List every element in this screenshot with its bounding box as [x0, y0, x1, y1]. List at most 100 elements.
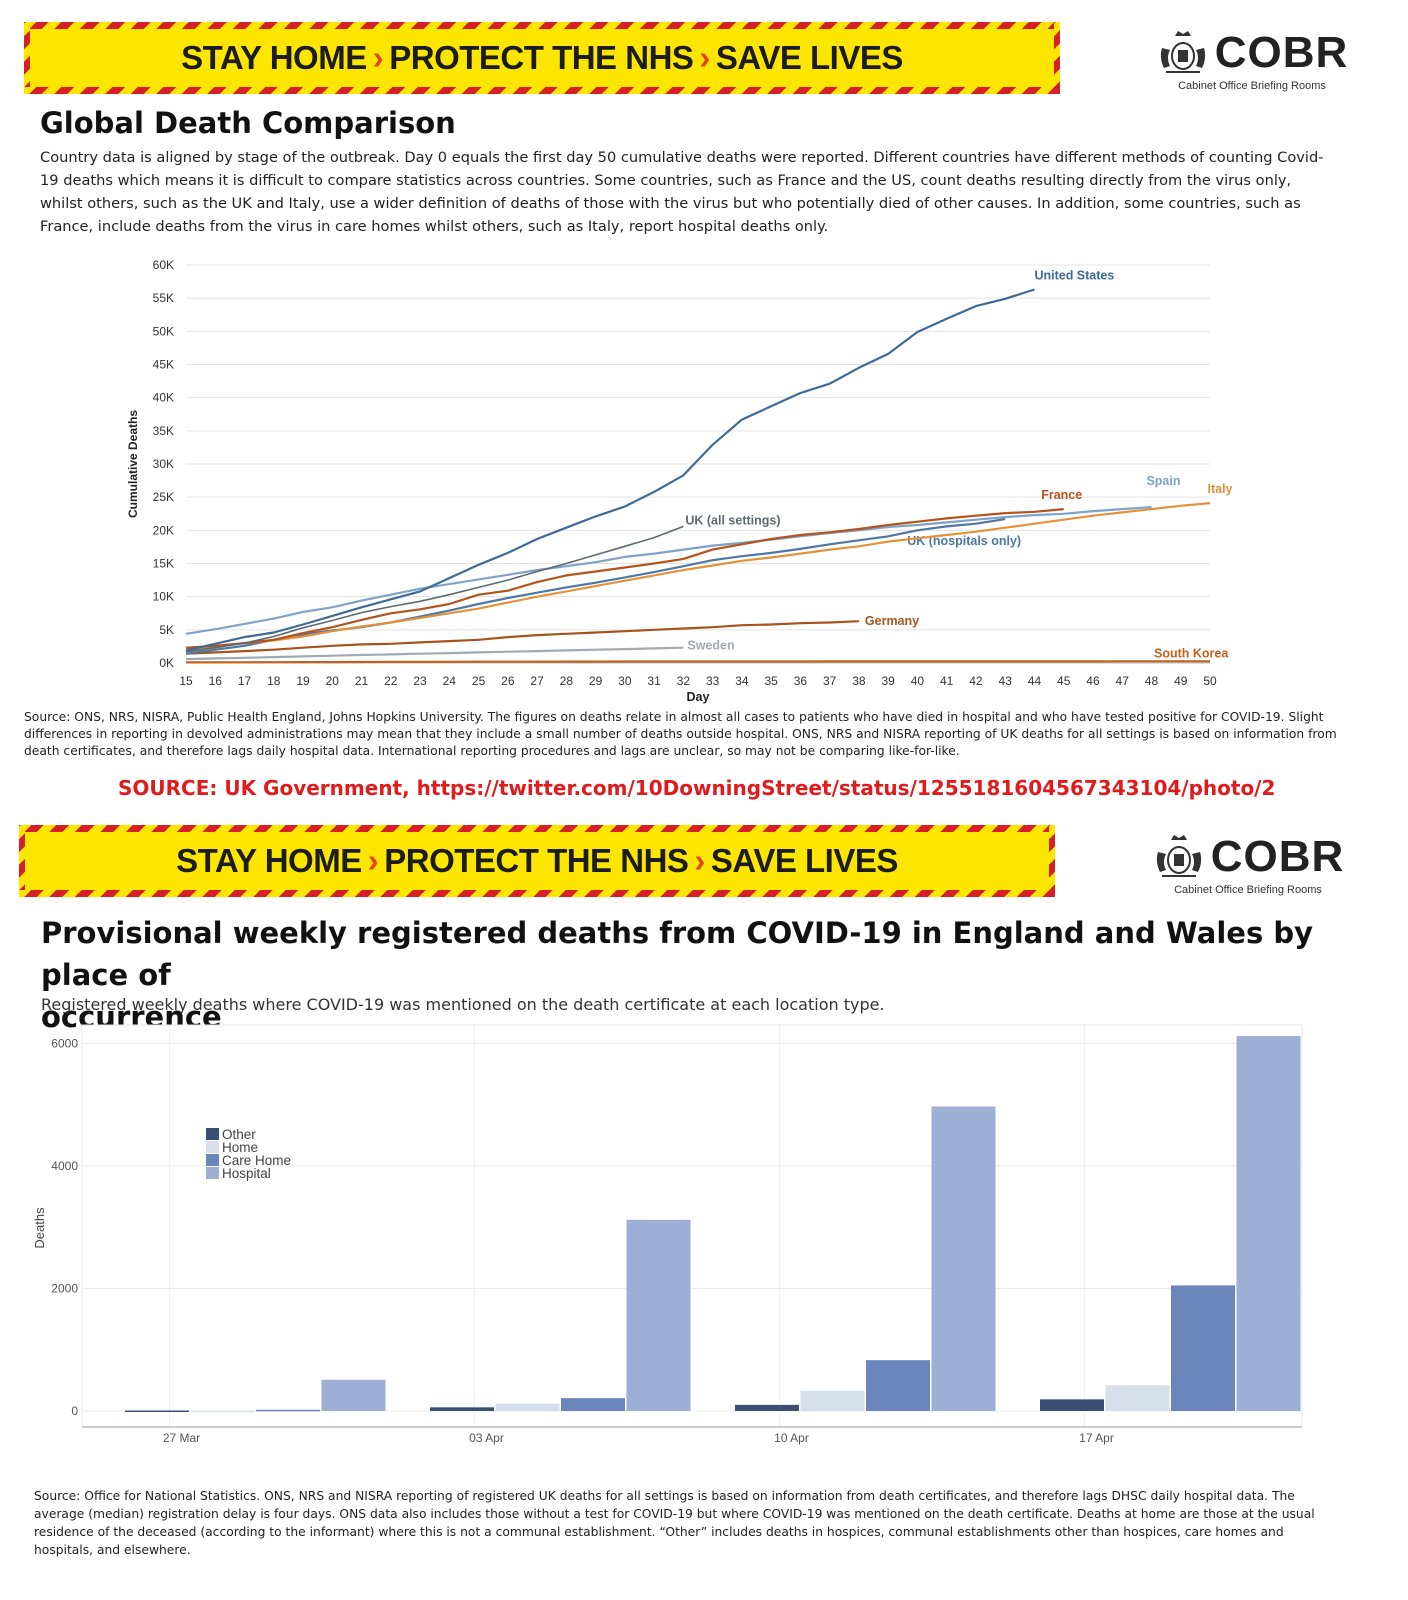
series-label: Germany: [865, 614, 919, 628]
x-tick-label: 29: [589, 674, 603, 688]
y-tick-label: 0K: [159, 656, 174, 670]
bar-care-home: [256, 1409, 320, 1412]
y-tick-label: 40K: [153, 391, 174, 405]
banner-bottom: STAY HOME › PROTECT THE NHS › SAVE LIVES: [19, 825, 1055, 897]
section1-description: Country data is aligned by stage of the …: [40, 149, 1324, 235]
slogan-save-lives: SAVE LIVES: [710, 842, 898, 879]
series-line-italy: [185, 502, 1211, 651]
series-line-france: [185, 508, 1064, 649]
x-tick-label: 50: [1203, 674, 1217, 688]
section2-source-note: Source: Office for National Statistics. …: [34, 1489, 1315, 1557]
red-source-link[interactable]: SOURCE: UK Government, https://twitter.c…: [118, 776, 1276, 800]
x-tick-label: 42: [969, 674, 983, 688]
x-tick-label: 35: [764, 674, 778, 688]
x-tick-label: 28: [560, 674, 574, 688]
cobr-subtitle: Cabinet Office Briefing Rooms: [1178, 80, 1326, 92]
x-tick-label: 36: [794, 674, 808, 688]
x-tick-label: 24: [443, 674, 457, 688]
bar-other: [430, 1407, 494, 1411]
x-tick-label: 26: [501, 674, 515, 688]
series-line-sweden: [185, 646, 684, 661]
y-tick-label: 10K: [153, 590, 174, 604]
series-label: UK (hospitals only): [907, 534, 1021, 548]
x-tick-label: 18: [267, 674, 281, 688]
cobr-logo: COBR Cabinet Office Briefing Rooms: [1148, 832, 1348, 896]
y-axis-title: Cumulative Deaths: [126, 410, 140, 518]
series-label: Spain: [1146, 474, 1180, 488]
series-label: United States: [1034, 269, 1114, 283]
y-tick-label: 5K: [159, 623, 174, 637]
royal-crest-icon: [1156, 835, 1201, 877]
legend-swatch: [206, 1141, 219, 1153]
series-label: Sweden: [687, 639, 734, 653]
bar-other: [125, 1410, 189, 1413]
section1-source-note: Source: ONS, NRS, NISRA, Public Health E…: [24, 710, 1337, 758]
legend-label: Care Home: [222, 1153, 291, 1168]
section2-title-line1: Provisional weekly registered deaths fro…: [41, 916, 1313, 992]
x-tick-label: 34: [735, 674, 749, 688]
bar-hospital: [626, 1219, 691, 1411]
y-tick-label: 2000: [51, 1281, 78, 1295]
bar-other: [735, 1404, 799, 1411]
slogan-protect-nhs: PROTECT THE NHS: [384, 842, 689, 879]
bar-care-home: [866, 1360, 930, 1411]
series-label: UK (all settings): [685, 513, 780, 527]
y-tick-label: 45K: [153, 358, 174, 372]
x-tick-label: 30: [618, 674, 632, 688]
x-tick-label: 22: [384, 674, 398, 688]
chevron-right-icon: ›: [699, 39, 710, 76]
series-label: South Korea: [1154, 646, 1229, 660]
bar-care-home: [1171, 1285, 1235, 1411]
x-tick-label: 45: [1057, 674, 1071, 688]
x-tick-label: 32: [677, 674, 691, 688]
x-tick-label: 21: [355, 674, 369, 688]
series-line-uk-hospitals-only-: [185, 518, 1006, 655]
x-tick-label: 44: [1028, 674, 1042, 688]
y-tick-label: 6000: [51, 1036, 78, 1050]
series-label: France: [1041, 488, 1082, 502]
x-tick-label: 17: [238, 674, 252, 688]
x-tick-label: 15: [179, 674, 193, 688]
x-tick-label: 20: [326, 674, 340, 688]
legend-swatch: [206, 1128, 219, 1140]
cobr-logo: COBR Cabinet Office Briefing Rooms: [1152, 28, 1352, 92]
banner-top: STAY HOME › PROTECT THE NHS › SAVE LIVES: [24, 22, 1060, 94]
bar-home: [495, 1403, 560, 1411]
x-tick-label: 38: [852, 674, 866, 688]
legend-label: Other: [222, 1127, 256, 1142]
x-tick-label: 33: [706, 674, 720, 688]
x-tick-label: 27: [530, 674, 544, 688]
bar-care-home: [561, 1398, 625, 1411]
y-tick-label: 50K: [153, 324, 174, 338]
x-tick-label: 31: [647, 674, 661, 688]
x-tick-label: 40: [911, 674, 925, 688]
x-tick-label: 27 Mar: [163, 1431, 200, 1445]
slogan-stay-home: STAY HOME: [176, 842, 362, 879]
y-tick-label: 35K: [153, 424, 174, 438]
slogan-save-lives: SAVE LIVES: [715, 39, 903, 76]
x-tick-label: 47: [1116, 674, 1130, 688]
x-tick-label: 16: [209, 674, 223, 688]
chevron-right-icon: ›: [694, 842, 705, 879]
series-line-uk-all-settings-: [185, 525, 684, 653]
legend-swatch: [206, 1167, 219, 1179]
y-tick-label: 30K: [153, 457, 174, 471]
plot-area: [81, 1024, 1303, 1428]
x-tick-label: 17 Apr: [1079, 1431, 1114, 1445]
section2-subtitle: Registered weekly deaths where COVID-19 …: [41, 995, 885, 1014]
bar-hospital: [321, 1379, 386, 1411]
y-tick-label: 60K: [153, 258, 174, 272]
bar-home: [800, 1390, 865, 1411]
x-tick-label: 41: [940, 674, 954, 688]
cobr-wordmark: COBR: [1214, 28, 1349, 77]
banner-slogan: STAY HOME › PROTECT THE NHS › SAVE LIVES: [176, 842, 898, 880]
x-tick-label: 39: [881, 674, 895, 688]
series-line-south-korea: [185, 660, 1210, 664]
x-tick-label: 43: [999, 674, 1013, 688]
bar-home: [1105, 1385, 1170, 1411]
chevron-right-icon: ›: [367, 842, 379, 879]
section1-title: Global Death Comparison: [40, 106, 456, 140]
series-line-spain: [185, 506, 1152, 635]
bar-home: [190, 1410, 255, 1413]
x-tick-label: 10 Apr: [774, 1431, 809, 1445]
